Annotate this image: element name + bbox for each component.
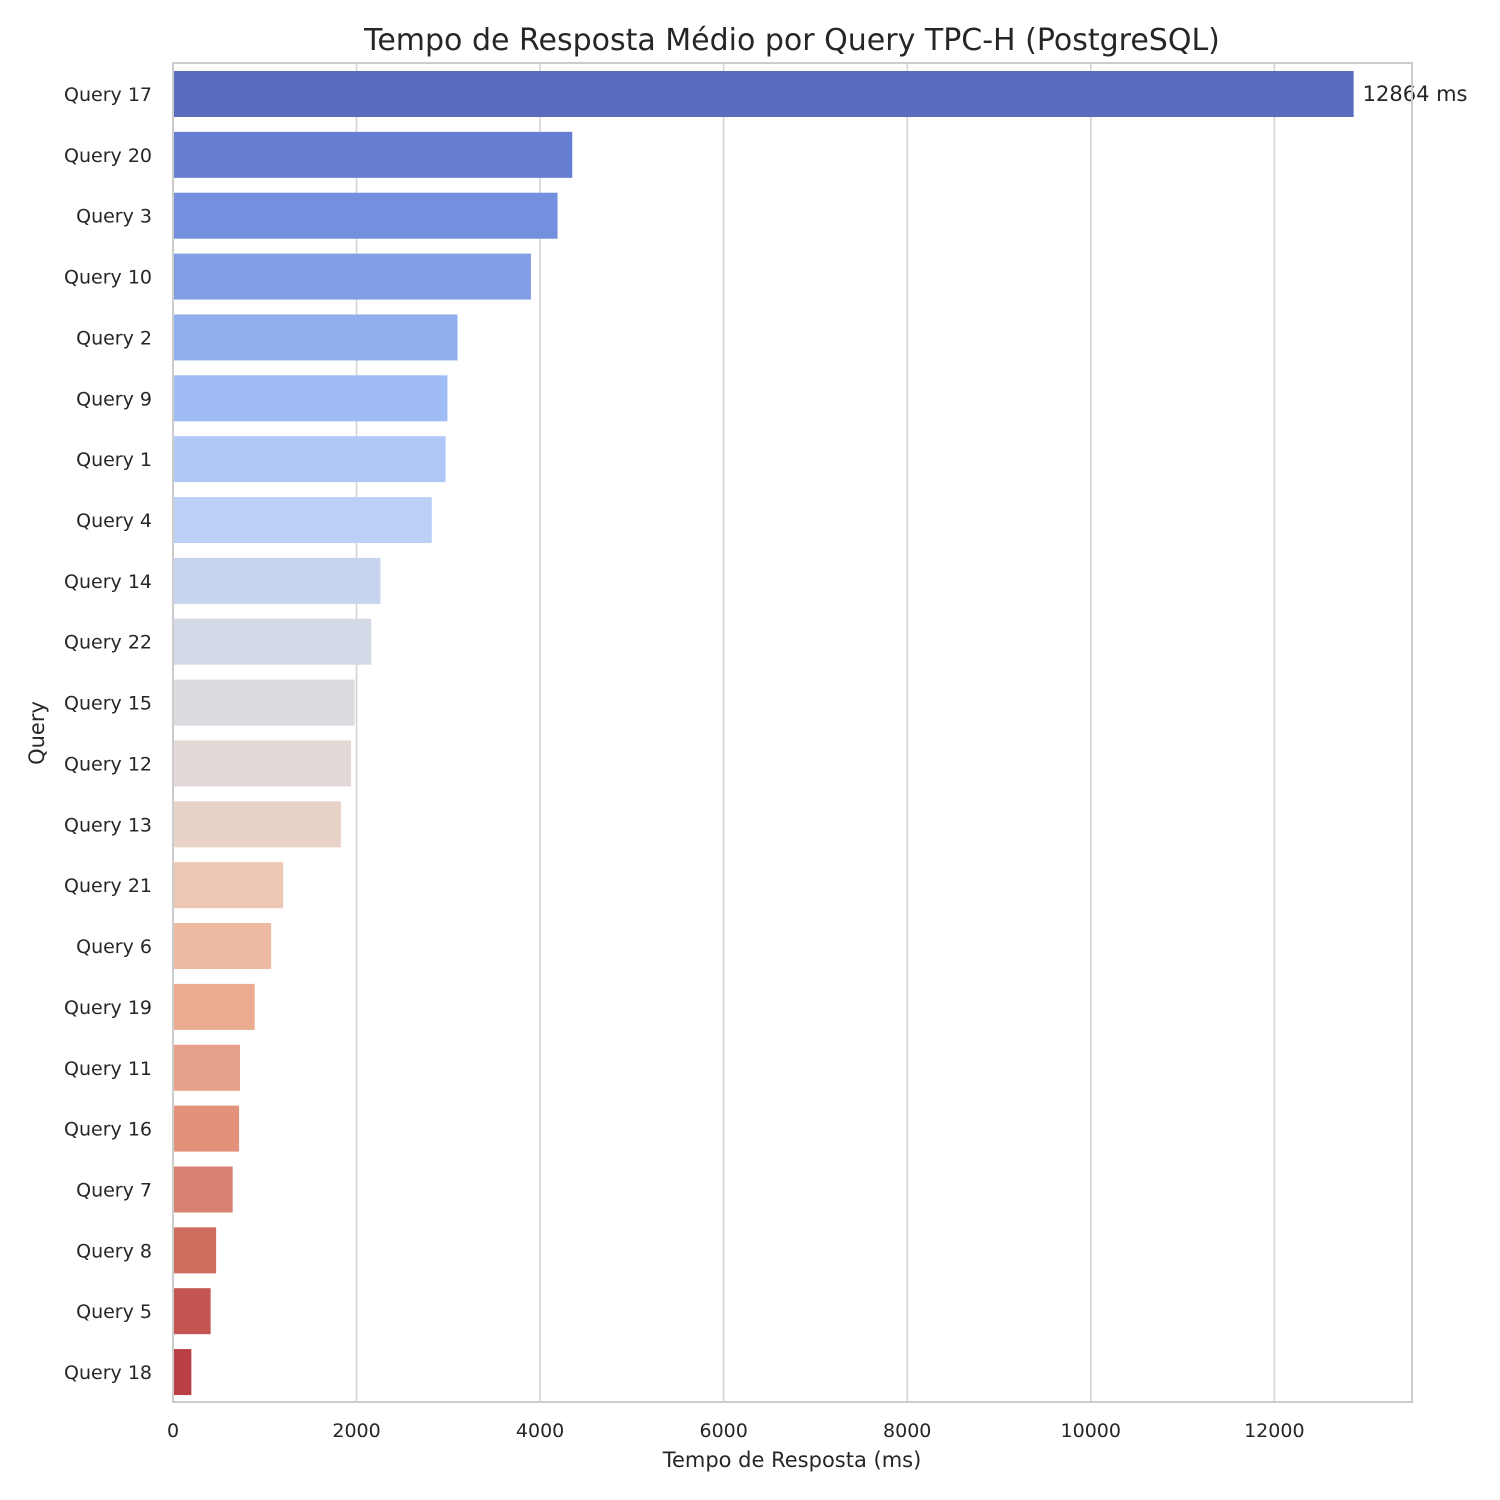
bar — [173, 131, 573, 178]
y-tick-labels: Query 17 Query 20 Query 3 Query 10 Query 2 Qu… — [64, 84, 152, 1384]
annotation-group: 12864 ms — [1363, 82, 1468, 106]
bar — [173, 557, 381, 604]
x-tick-label: 10000 — [1061, 1420, 1121, 1442]
y-tick-label: Query 18 — [64, 1362, 152, 1384]
x-tick-label: 8000 — [883, 1420, 931, 1442]
y-tick-label: Query 5 — [76, 1301, 152, 1323]
bar — [173, 436, 446, 483]
y-tick-label: Query 8 — [76, 1240, 152, 1262]
bar — [173, 1166, 233, 1213]
y-tick-label: Query 12 — [64, 753, 152, 775]
bar — [173, 314, 458, 361]
y-tick-label: Query 11 — [64, 1058, 152, 1080]
bar — [173, 497, 432, 544]
data-label: 12864 ms — [1363, 82, 1468, 106]
y-axis-label: Query — [25, 701, 49, 765]
bar — [173, 1044, 240, 1091]
bar — [173, 1288, 211, 1335]
bar — [173, 862, 284, 909]
bar — [173, 1349, 192, 1396]
y-tick-label: Query 4 — [76, 510, 152, 532]
bar — [173, 923, 272, 970]
y-tick-label: Query 13 — [64, 814, 152, 836]
bar — [173, 71, 1354, 117]
y-tick-label: Query 2 — [76, 327, 152, 349]
bar — [173, 192, 558, 239]
x-tick-label: 6000 — [699, 1420, 747, 1442]
x-tick-labels: 0 2000 4000 6000 8000 10000 12000 — [167, 1420, 1305, 1442]
y-tick-label: Query 7 — [76, 1179, 152, 1201]
y-tick-label: Query 19 — [64, 997, 152, 1019]
x-axis-label: Tempo de Resposta (ms) — [662, 1448, 922, 1472]
bar — [173, 801, 341, 848]
y-tick-label: Query 1 — [76, 449, 152, 471]
bar — [173, 1105, 240, 1152]
bar — [173, 679, 355, 726]
plot-frame — [172, 62, 1413, 1403]
y-tick-label: Query 10 — [64, 267, 152, 289]
bar — [173, 618, 372, 665]
bar — [173, 740, 352, 787]
y-tick-label: Query 15 — [64, 693, 152, 715]
bar — [173, 253, 531, 300]
x-tick-label: 2000 — [332, 1420, 380, 1442]
x-tick-label: 4000 — [516, 1420, 564, 1442]
bar — [173, 1227, 217, 1274]
y-tick-label: Query 14 — [64, 571, 152, 593]
y-tick-label: Query 22 — [64, 632, 152, 654]
y-tick-label: Query 16 — [64, 1119, 152, 1141]
x-tick-label: 12000 — [1244, 1420, 1304, 1442]
y-tick-label: Query 21 — [64, 875, 152, 897]
y-tick-label: Query 20 — [64, 145, 152, 167]
bar-group — [173, 71, 1354, 1396]
chart-title: Tempo de Resposta Médio por Query TPC-H … — [363, 23, 1220, 58]
y-tick-label: Query 6 — [76, 936, 152, 958]
y-tick-label: Query 17 — [64, 84, 152, 106]
bar — [173, 983, 255, 1030]
y-tick-label: Query 9 — [76, 388, 152, 410]
y-tick-label: Query 3 — [76, 206, 152, 228]
bar — [173, 375, 448, 422]
x-tick-label: 0 — [167, 1420, 179, 1442]
